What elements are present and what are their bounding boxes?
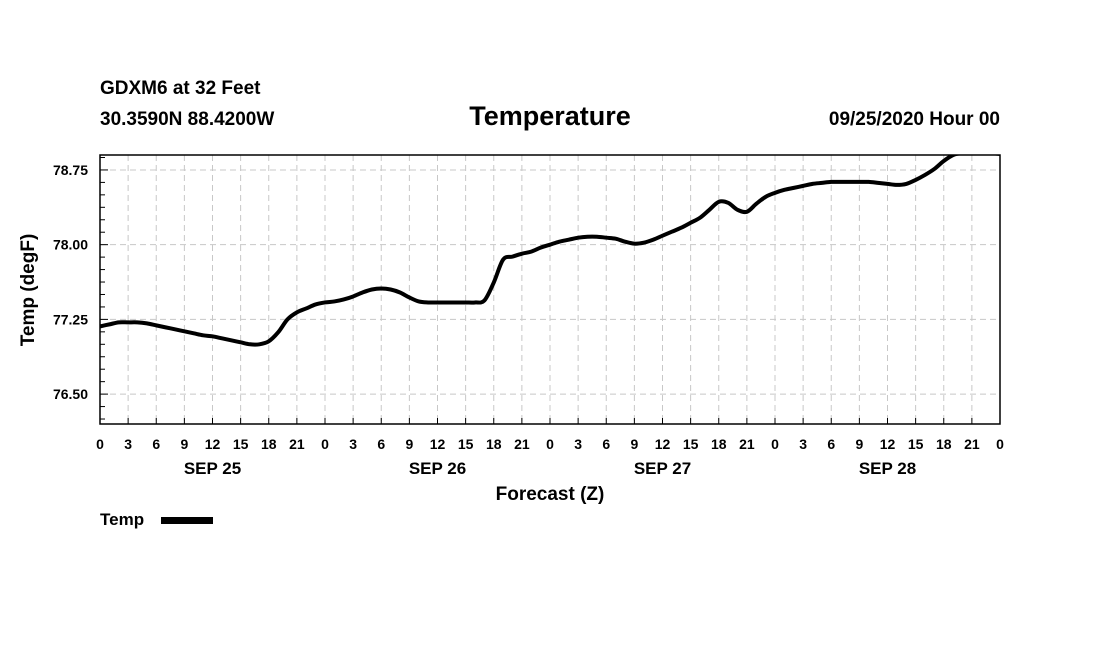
grid-lines <box>100 155 1000 424</box>
x-tick-label: 21 <box>289 436 305 452</box>
temp-series-line <box>100 155 1000 347</box>
x-tick-label: 21 <box>739 436 755 452</box>
y-tick-label: 78.00 <box>53 237 88 253</box>
x-tick-label: 9 <box>630 436 638 452</box>
x-tick-label: 15 <box>458 436 474 452</box>
legend-label: Temp <box>100 510 144 529</box>
x-axis-title: Forecast (Z) <box>496 484 605 505</box>
station-label: GDXM6 at 32 Feet <box>100 78 261 99</box>
x-tick-label: 12 <box>880 436 896 452</box>
x-tick-label: 15 <box>233 436 249 452</box>
x-tick-label: 12 <box>205 436 221 452</box>
day-label: SEP 26 <box>409 459 466 478</box>
x-tick-label: 15 <box>908 436 924 452</box>
x-tick-label: 6 <box>377 436 385 452</box>
y-axis-title: Temp (degF) <box>18 234 39 347</box>
series-layer <box>100 155 1000 347</box>
x-tick-label: 3 <box>124 436 132 452</box>
x-tick-label: 0 <box>996 436 1004 452</box>
minor-y-ticks <box>100 156 105 420</box>
x-tick-label: 3 <box>349 436 357 452</box>
x-tick-label: 21 <box>514 436 530 452</box>
x-tick-label: 0 <box>546 436 554 452</box>
legend-swatch <box>161 517 213 524</box>
day-label: SEP 28 <box>859 459 916 478</box>
x-tick-label: 0 <box>771 436 779 452</box>
forecast-datetime: 09/25/2020 Hour 00 <box>829 109 1000 130</box>
x-axis-ticks: 0 3 6 9 12 15 18 21 0 3 6 9 12 15 18 21 0 3 6 9 12 15 18 21 0 3 6 9… <box>96 418 1004 452</box>
day-label: SEP 27 <box>634 459 691 478</box>
x-tick-label: 0 <box>96 436 104 452</box>
x-tick-label: 3 <box>799 436 807 452</box>
x-tick-label: 15 <box>683 436 699 452</box>
day-label: SEP 25 <box>184 459 241 478</box>
x-tick-label: 21 <box>964 436 980 452</box>
x-tick-label: 12 <box>655 436 671 452</box>
x-tick-label: 9 <box>180 436 188 452</box>
chart-title: Temperature <box>469 101 631 131</box>
y-tick-label: 77.25 <box>53 311 88 327</box>
x-tick-label: 18 <box>486 436 502 452</box>
coordinates-label: 30.3590N 88.4200W <box>100 109 274 130</box>
legend: Temp <box>100 510 213 529</box>
x-tick-label: 6 <box>152 436 160 452</box>
y-axis-ticks: 76.50 77.25 78.00 78.75 <box>53 162 108 402</box>
x-tick-label: 9 <box>405 436 413 452</box>
x-tick-label: 12 <box>430 436 446 452</box>
x-tick-label: 18 <box>711 436 727 452</box>
x-tick-label: 18 <box>936 436 952 452</box>
x-tick-label: 3 <box>574 436 582 452</box>
x-tick-label: 0 <box>321 436 329 452</box>
x-tick-label: 9 <box>855 436 863 452</box>
x-tick-label: 6 <box>827 436 835 452</box>
y-tick-label: 78.75 <box>53 162 88 178</box>
x-tick-label: 18 <box>261 436 277 452</box>
y-tick-label: 76.50 <box>53 386 88 402</box>
day-labels: SEP 25 SEP 26 SEP 27 SEP 28 <box>184 459 916 478</box>
x-tick-label: 6 <box>602 436 610 452</box>
